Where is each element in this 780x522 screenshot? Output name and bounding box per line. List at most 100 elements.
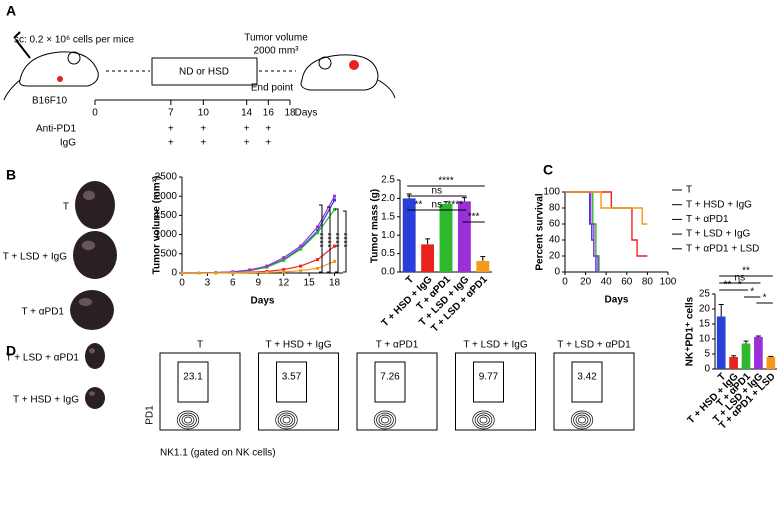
endpoint: End point (251, 83, 293, 94)
contour (277, 412, 296, 428)
point (333, 244, 337, 248)
point (299, 264, 303, 268)
point (316, 231, 320, 235)
gate-value: 9.77 (479, 372, 499, 383)
flow-gate (177, 361, 209, 403)
sample-label: T (63, 202, 69, 213)
y-axis-title: Tumor mass (g) (370, 189, 381, 263)
x-axis-title: Days (251, 296, 275, 307)
flow-gate (473, 361, 504, 403)
legend-label: T + LSD + IgG (686, 229, 751, 240)
x-tick-label: 100 (660, 277, 677, 288)
y-tick-label: 2500 (155, 172, 178, 183)
sig-label: * (763, 293, 767, 304)
point (214, 271, 218, 275)
contour (280, 414, 293, 426)
bar (439, 203, 453, 272)
gate-value: 23.1 (183, 372, 203, 383)
sig-bracket (327, 206, 331, 273)
sig-label: * (738, 280, 742, 291)
sig-label: ns (432, 186, 443, 197)
series-line (182, 260, 335, 274)
y-tick-label: 80 (549, 203, 561, 214)
contour (381, 416, 389, 424)
timeline-label: 7 (168, 108, 174, 119)
timeline-label: 14 (241, 108, 253, 119)
x-tick-label: 0 (179, 278, 185, 289)
y-tick-label: 25 (699, 289, 711, 300)
contour (373, 410, 397, 430)
endpoint-line: 2000 mm³ (253, 46, 299, 57)
contour (474, 412, 493, 428)
point (231, 271, 235, 275)
tumor (349, 60, 359, 70)
timeline-label: 16 (263, 108, 275, 119)
panel-label: B (6, 167, 16, 183)
y-tick-label: 15 (699, 319, 711, 330)
y-axis-title: NK⁺PD1⁺ cells (685, 296, 696, 366)
y-tick-label: 2.5 (381, 175, 395, 186)
y-tick-label: 1.0 (381, 230, 395, 241)
x-tick-label: 18 (329, 278, 341, 289)
y-tick-label: 1500 (155, 210, 178, 221)
category-label: T (404, 274, 416, 286)
flow-frame (553, 352, 635, 431)
sig-label: ns (735, 273, 746, 284)
contour (378, 414, 392, 426)
cell-line: B16F10 (32, 96, 67, 107)
flow-title: T + LSD + αPD1 (557, 340, 631, 351)
diet: ND or HSD (179, 67, 229, 78)
x-tick-label: 12 (278, 278, 290, 289)
injection-text: sc: 0.2 × 10⁶ cells per mice (14, 35, 134, 46)
y-tick-label: 500 (160, 248, 177, 259)
x-tick-label: 60 (621, 277, 633, 288)
x-tick-label: 80 (642, 277, 654, 288)
sig-label: ns (432, 200, 443, 211)
y-tick-label: 20 (549, 251, 561, 262)
sample-label: T + αPD1 (21, 307, 64, 318)
flow-gate (571, 361, 603, 403)
y-tick-label: 0 (554, 267, 560, 278)
sig-label: **** (329, 232, 340, 248)
treatment-mark: + (244, 138, 250, 149)
contour (575, 414, 589, 426)
point (299, 244, 303, 248)
y-tick-label: 0.5 (381, 248, 395, 259)
sig-bracket (343, 210, 347, 273)
y-tick-label: 0 (704, 364, 710, 375)
y-axis-title: Percent survival (535, 193, 546, 270)
point (282, 256, 286, 260)
diet-box (151, 57, 258, 86)
flow-title: T + HSD + IgG (266, 340, 332, 351)
point (282, 268, 286, 272)
contour (184, 416, 192, 424)
sig-bracket (335, 208, 339, 273)
bar (457, 201, 471, 272)
contour (181, 414, 195, 426)
timeline-label: 18 (284, 108, 296, 119)
treatment-mark: + (265, 124, 271, 135)
sample-label: T + LSD + IgG (3, 252, 68, 263)
sig-label: *** (468, 212, 480, 223)
survival-curve (565, 191, 648, 225)
y-tick-label: 20 (699, 304, 711, 315)
contour (176, 410, 200, 430)
y-tick-label: 2000 (155, 191, 178, 202)
sig-bracket (319, 204, 323, 273)
treatment-name: IgG (60, 138, 76, 149)
point (265, 264, 269, 268)
bar (729, 357, 738, 369)
timeline-unit: Days (295, 108, 318, 119)
y-tick-label: 1000 (155, 229, 178, 240)
point (180, 271, 184, 275)
y-tick-label: 5 (704, 349, 710, 360)
tumor-photo (85, 343, 105, 369)
flow-frame (258, 352, 339, 431)
y-tick-label: 100 (543, 187, 560, 198)
treatment-name: Anti-PD1 (36, 124, 76, 135)
point (265, 270, 269, 274)
flow-title: T + αPD1 (376, 340, 419, 351)
treatment-mark: + (168, 138, 174, 149)
gate-value: 3.57 (282, 372, 302, 383)
x-tick-label: 3 (205, 278, 211, 289)
